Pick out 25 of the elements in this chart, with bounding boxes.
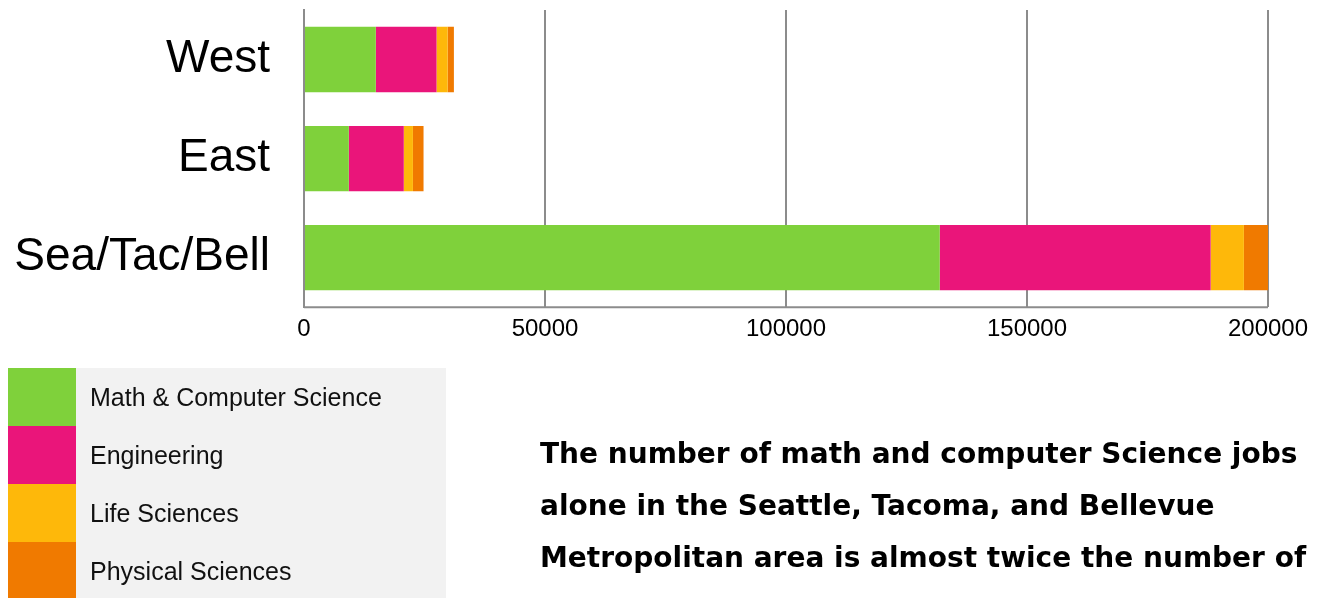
bar [412,125,424,192]
x-tick-label: 0 [297,314,311,342]
bar [1210,224,1244,291]
legend-label: Physical Sciences [89,556,293,586]
bar [436,26,448,93]
legend-label: Engineering [89,440,225,470]
bar [447,26,454,93]
bar [305,224,940,291]
bar [348,125,404,192]
y-tick-label: Sea/Tac/Bell [14,228,270,281]
x-tick-label: 200000 [1227,314,1309,342]
text: The number of math and computer Science jobs alone in the Seattle, Tacoma, and Bellevue Metropolitan area is almost twice the number of [540,436,1308,576]
bar [403,125,413,192]
legend-label: Life Sciences [89,498,240,528]
bar [939,224,1211,291]
legend-label: Math & Computer Science [89,382,383,412]
x-tick-label: 150000 [986,314,1068,342]
y-tick-label: East [177,129,271,182]
bar [305,26,376,93]
bar [305,125,349,192]
bar [1243,224,1268,291]
y-tick-label: West [166,30,271,83]
bar [375,26,437,93]
x-tick-label: 100000 [745,314,827,342]
x-tick-label: 50000 [511,314,579,342]
